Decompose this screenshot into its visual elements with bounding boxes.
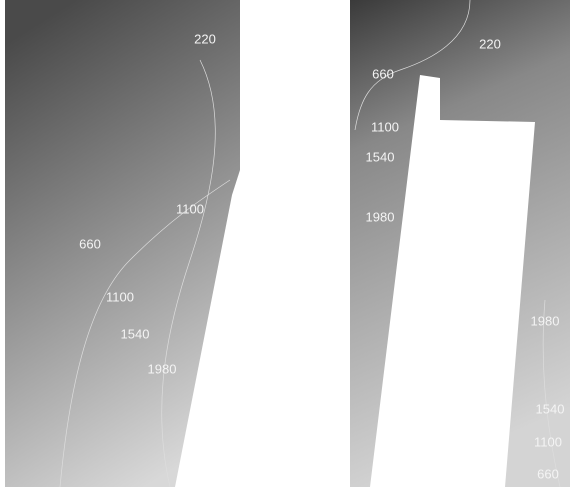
contour-label: 220 [479, 36, 501, 51]
blank-region [175, 170, 240, 487]
contour-label: 660 [537, 466, 559, 481]
contour-label: 1540 [121, 326, 150, 341]
contour-label: 1540 [536, 401, 565, 416]
contour-label: 1100 [371, 119, 399, 134]
contour-label: 1100 [534, 434, 562, 449]
contour-line [542, 299, 561, 488]
left-panel: 220 1100 660 1100 1540 1980 [5, 0, 240, 488]
contour-line [59, 179, 231, 488]
contour-label: 1980 [148, 361, 177, 376]
contour-label: 1980 [531, 313, 560, 328]
contour-line [161, 59, 216, 488]
blank-region [370, 75, 535, 487]
contour-label: 1100 [176, 201, 204, 216]
contour-label: 220 [194, 31, 216, 46]
contour-label: 1100 [106, 289, 134, 304]
contour-label: 1980 [366, 209, 395, 224]
right-panel: 220 660 1100 1540 1980 1980 1540 1100 66… [350, 0, 570, 488]
contour-label: 660 [372, 66, 394, 81]
contour-line [354, 0, 471, 131]
contour-label: 1540 [366, 149, 395, 164]
contour-label: 660 [79, 236, 101, 251]
